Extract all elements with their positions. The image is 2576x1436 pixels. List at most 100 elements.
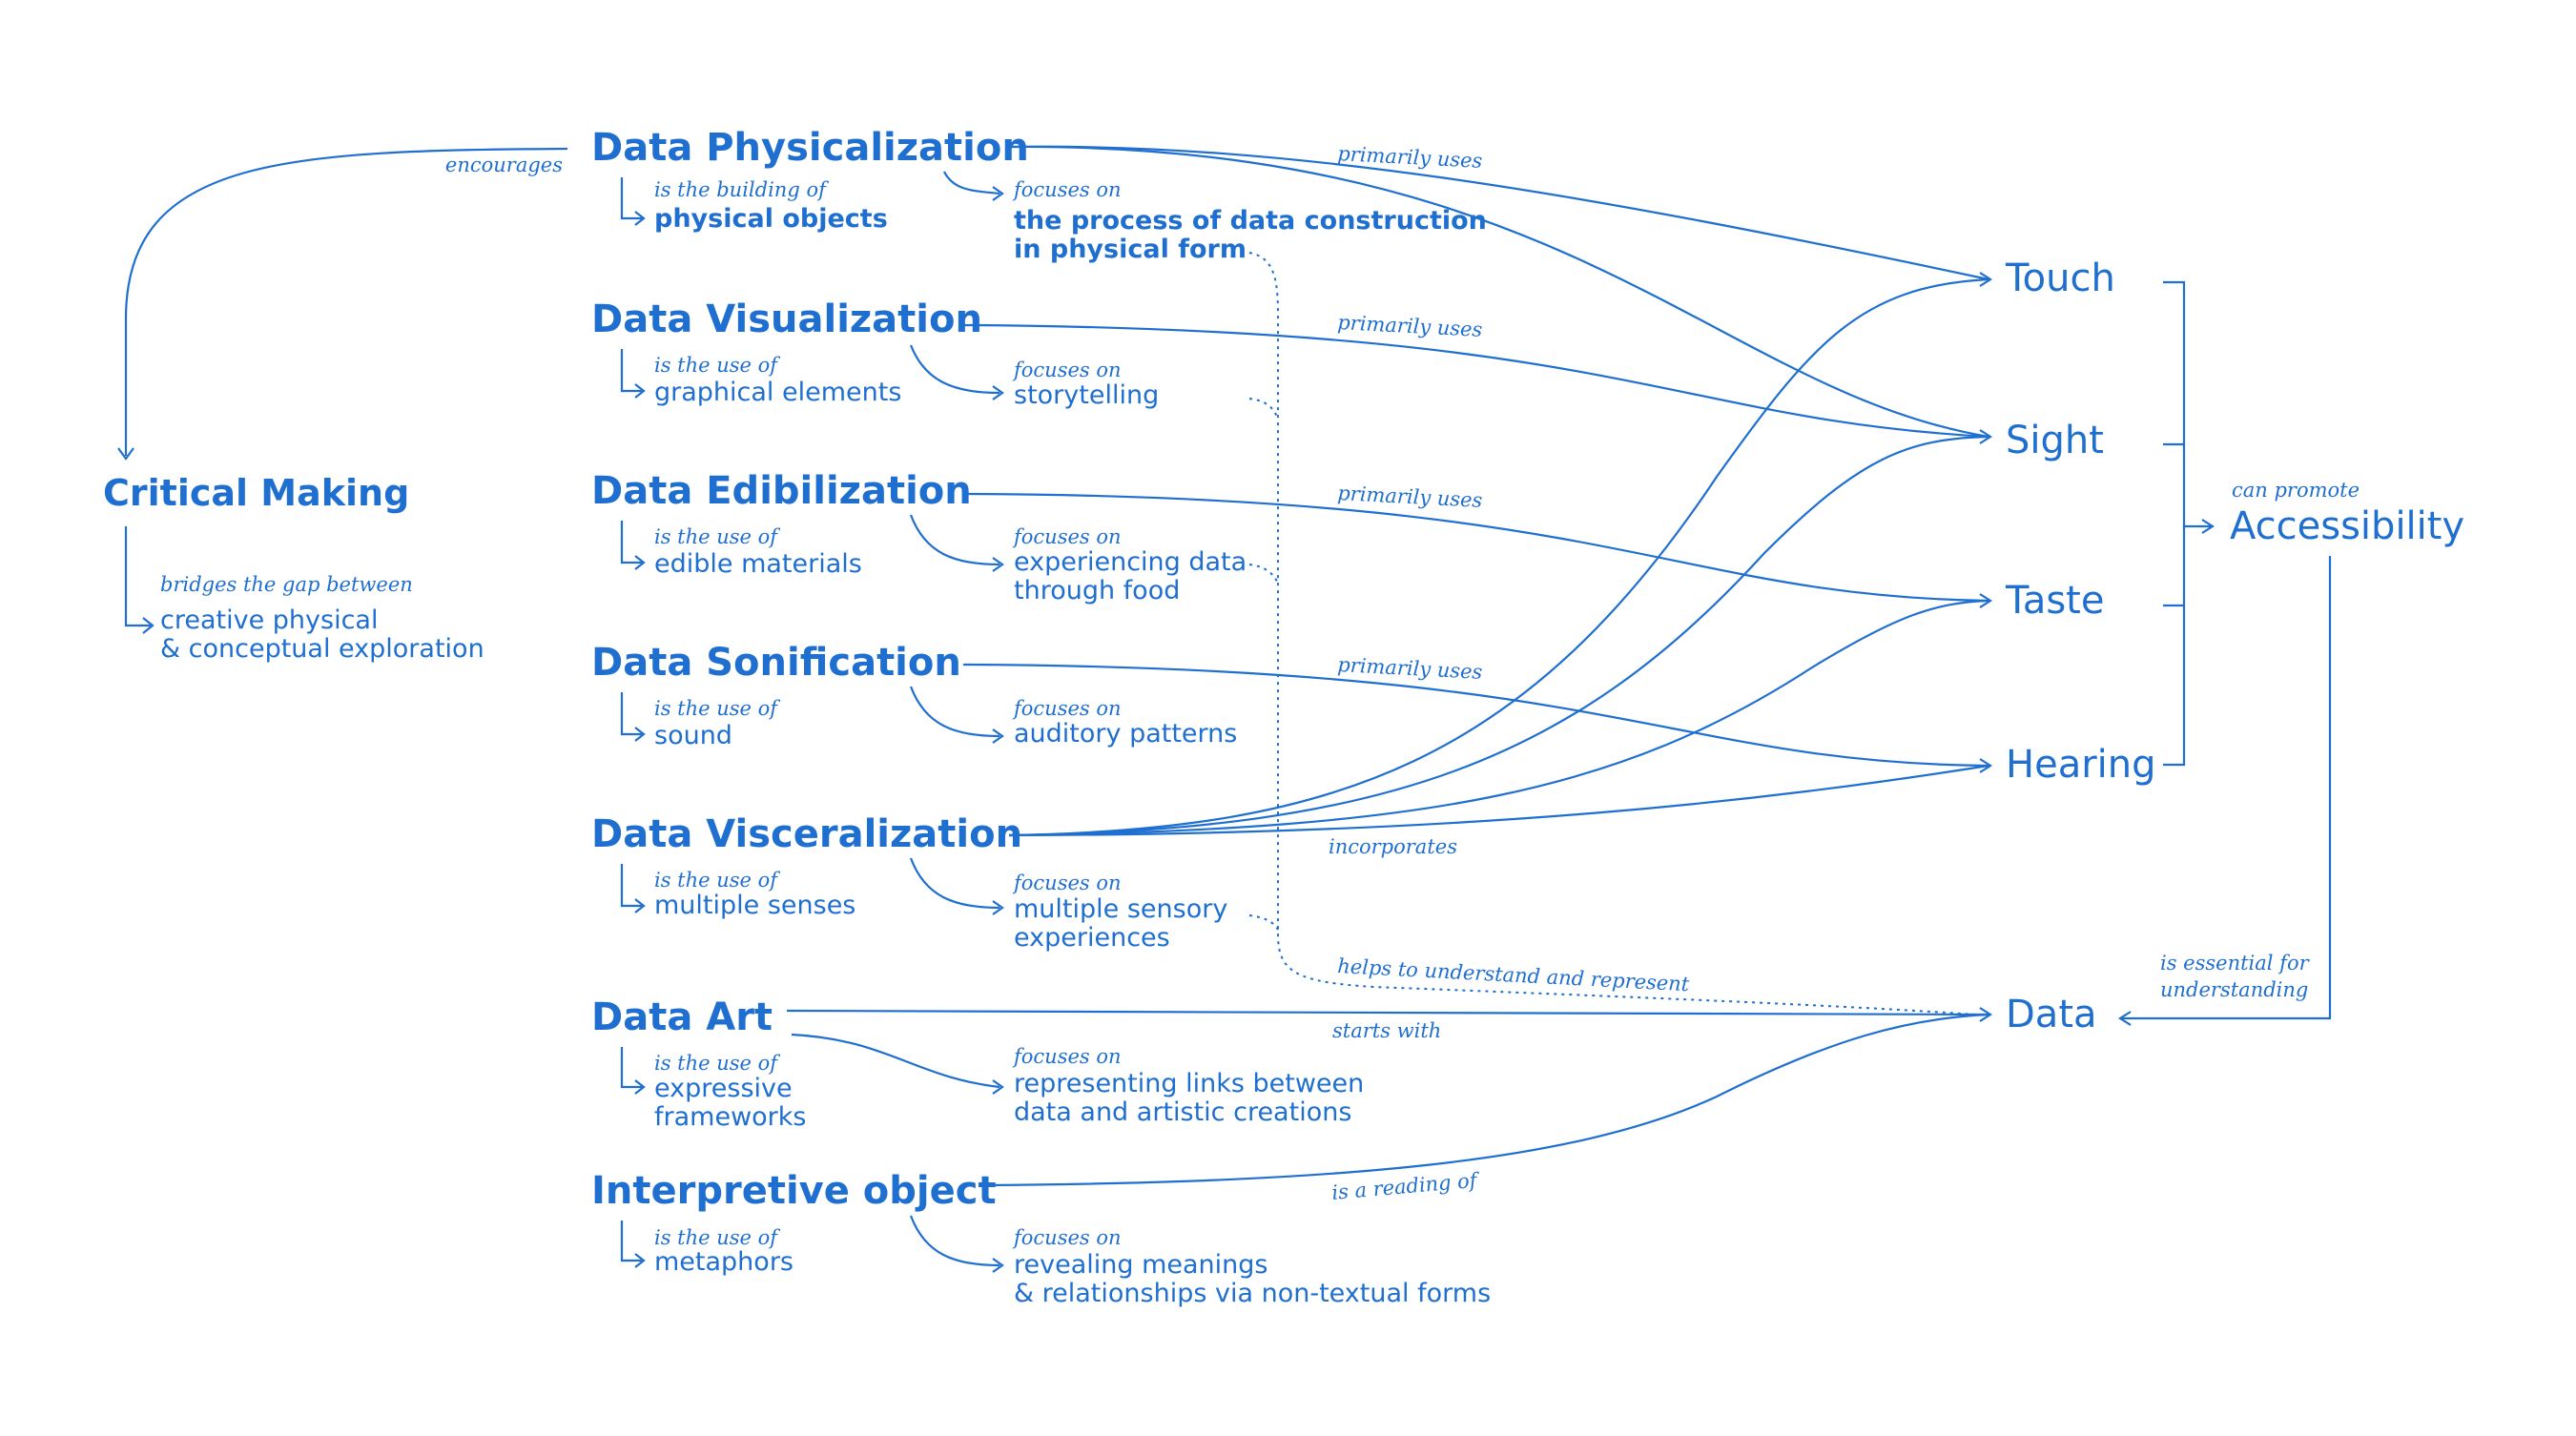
relation-bracket	[620, 349, 642, 393]
relation-label: is the use of	[654, 869, 780, 892]
edge-sonification-hearing	[962, 663, 1989, 768]
focus-label: focuses on	[1012, 1045, 1122, 1068]
focus-text-line-2: data and artistic creations	[1014, 1098, 1351, 1127]
focus-arrowhead	[992, 1079, 1004, 1095]
focus-label: focuses on	[1012, 697, 1122, 720]
practice-data-art: Data Art is the use of expressive framew…	[591, 995, 1364, 1132]
focus-text-line-2: through food	[1014, 576, 1180, 605]
encourages-edge	[124, 147, 568, 456]
focus-text-line-2: in physical form	[1014, 235, 1247, 264]
relation-arrowhead	[634, 1253, 646, 1268]
focus-text-line-1: storytelling	[1014, 380, 1159, 410]
edge-interpretive-data	[986, 1013, 1989, 1187]
data-from-accessibility-arrowhead	[2117, 1011, 2132, 1026]
relation-label: is the use of	[654, 1226, 780, 1249]
focus-label: focuses on	[1012, 525, 1122, 548]
accessibility-title: Accessibility	[2230, 504, 2464, 548]
essential-label-line-2: understanding	[2160, 978, 2308, 1001]
relation-arrowhead	[634, 1079, 646, 1095]
focus-text-line-2: experiences	[1014, 923, 1170, 953]
focus-curve	[909, 344, 1000, 395]
practice-data-visualization: Data Visualization is the use of graphic…	[591, 297, 1159, 410]
helps-dotted-tick-3	[1248, 564, 1279, 585]
practice-title: Data Edibilization	[591, 469, 972, 513]
practice-title: Data Visceralization	[591, 812, 1022, 856]
focus-label: focuses on	[1012, 1226, 1122, 1249]
practice-data-visceralization: Data Visceralization is the use of multi…	[591, 812, 1227, 953]
relation-label: is the use of	[654, 525, 780, 548]
encourages-arrowhead	[117, 447, 134, 461]
practice-title: Data Visualization	[591, 297, 982, 341]
edge-label-visceralization: incorporates	[1329, 835, 1457, 858]
sense-taste: Taste	[2005, 579, 2104, 623]
focus-curve	[909, 857, 1000, 910]
relation-bracket	[620, 864, 642, 908]
bridges-text-line-1: creative physical	[160, 605, 378, 635]
focus-arrowhead	[992, 1258, 1004, 1273]
edge-visceralization-sight	[1008, 435, 1989, 837]
edge-art-data	[786, 1009, 1989, 1016]
edge-visceralization-hearing	[1008, 764, 1989, 837]
focus-label: focuses on	[1012, 359, 1122, 381]
relation-arrowhead	[634, 898, 646, 913]
focus-arrowhead	[992, 728, 1004, 744]
focus-text-line-1: representing links between	[1014, 1069, 1364, 1098]
relation-arrowhead	[634, 211, 646, 226]
touch-arrowhead	[1979, 272, 1993, 287]
relation-text-line-1: multiple senses	[654, 891, 855, 920]
focus-curve	[909, 514, 1000, 566]
focus-text-line-1: experiencing data	[1014, 547, 1247, 577]
relation-bracket	[620, 177, 642, 220]
helps-dotted-tick-2	[1248, 398, 1279, 421]
data-node-title: Data	[2006, 993, 2097, 1036]
relation-bracket	[620, 521, 642, 564]
taste-arrowhead	[1979, 593, 1993, 608]
focus-curve	[943, 171, 1000, 195]
helps-dotted-spine	[1248, 252, 1989, 1016]
sense-hearing: Hearing	[2006, 743, 2156, 787]
relation-bracket	[620, 1221, 642, 1262]
relation-arrowhead	[634, 727, 646, 742]
relation-arrowhead	[634, 383, 646, 399]
focus-text-line-2: & relationships via non-textual forms	[1014, 1279, 1491, 1308]
bridges-text-line-2: & conceptual exploration	[160, 634, 484, 664]
accessibility-arrowhead	[2201, 519, 2215, 534]
edge-label-visualization: primarily uses	[1337, 311, 1483, 341]
focus-arrowhead	[992, 186, 1004, 201]
relation-label: is the use of	[654, 1052, 780, 1075]
focus-arrowhead	[992, 900, 1004, 915]
focus-arrowhead	[992, 385, 1004, 400]
focus-curve	[909, 1215, 1000, 1267]
senses-bracket	[2163, 280, 2211, 767]
accessibility-data-edge	[2122, 556, 2332, 1020]
edge-edibilization-taste	[962, 492, 1989, 603]
focus-text-line-1: revealing meanings	[1014, 1250, 1267, 1280]
practice-title: Data Physicalization	[591, 126, 1029, 170]
relation-text-line-1: graphical elements	[654, 378, 901, 407]
encourages-label: encourages	[445, 154, 563, 176]
edge-label-sonification: primarily uses	[1337, 653, 1483, 684]
essential-label-line-1: is essential for	[2160, 952, 2311, 974]
relation-text-line-1: physical objects	[654, 204, 888, 234]
practice-data-edibilization: Data Edibilization is the use of edible …	[591, 469, 1247, 605]
practice-data-physicalization: Data Physicalization is the building of …	[591, 126, 1487, 264]
relation-bracket	[620, 1047, 642, 1089]
relation-label: is the use of	[654, 354, 780, 377]
edge-visceralization-touch	[1008, 277, 1989, 837]
relation-label: is the use of	[654, 697, 780, 720]
edge-physicalization-touch	[1010, 145, 1989, 281]
sense-sight: Sight	[2006, 419, 2104, 462]
relation-text-line-1: edible materials	[654, 549, 862, 579]
helps-dotted-tick-5	[1248, 914, 1279, 931]
focus-text-line-1: the process of data construction	[1014, 206, 1487, 236]
bridges-arrowhead	[142, 617, 155, 634]
focus-arrowhead	[992, 557, 1004, 572]
relation-arrowhead	[634, 555, 646, 570]
focus-text-line-1: auditory patterns	[1014, 719, 1237, 749]
edge-label-physicalization: primarily uses	[1337, 142, 1483, 173]
edge-physicalization-sight	[1010, 145, 1989, 439]
sight-arrowhead	[1979, 429, 1993, 444]
relation-bracket	[620, 692, 642, 736]
